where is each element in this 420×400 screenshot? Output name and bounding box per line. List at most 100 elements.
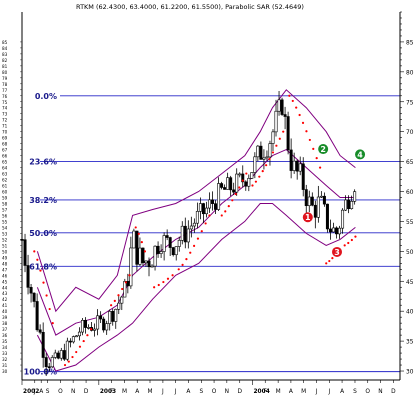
x-tick-label-9: M <box>122 387 127 395</box>
sar-dot <box>42 281 45 284</box>
x-tick-label-27: S <box>353 387 357 395</box>
fib-label-1: 23.6% <box>29 158 57 167</box>
price-bar-body <box>223 187 227 190</box>
left-y-tick-label-82: 82 <box>2 58 8 64</box>
price-bar-body <box>53 352 57 358</box>
price-bar-body <box>277 99 281 112</box>
price-bar-body <box>84 319 88 328</box>
price-bar-body <box>235 173 239 193</box>
wave-marker-label-2: 2 <box>320 145 326 154</box>
price-bar-body <box>62 350 66 360</box>
right-y-tick-label-60: 60 <box>406 188 414 196</box>
x-tick-label-17: N <box>225 387 229 395</box>
wave-marker-label-3: 3 <box>334 248 340 257</box>
sar-dot <box>51 322 54 325</box>
sar-dot <box>189 251 192 254</box>
price-bar-body <box>93 328 97 331</box>
right-y-tick-label-85: 85 <box>406 38 414 46</box>
price-bar-body <box>214 203 218 210</box>
left-y-tick-label-30: 30 <box>2 369 8 375</box>
left-y-tick-label-59: 59 <box>2 195 8 201</box>
right-y-tick-label-65: 65 <box>406 158 414 166</box>
left-y-tick-label-64: 64 <box>2 166 8 172</box>
left-y-tick-label-45: 45 <box>2 279 8 285</box>
x-tick-label-15: S <box>199 387 203 395</box>
price-bar-body <box>153 245 157 267</box>
sar-dot <box>254 180 258 183</box>
sar-dot <box>331 257 334 260</box>
left-y-tick-label-31: 31 <box>2 363 8 369</box>
price-bar-body <box>59 350 63 359</box>
sar-dot <box>113 299 116 302</box>
x-tick-label-30: D <box>391 387 396 395</box>
price-bar-body <box>65 340 69 360</box>
price-bar-body <box>26 265 30 288</box>
x-tick-label-13: J <box>174 387 177 395</box>
x-tick-label-21: M <box>276 387 281 395</box>
sar-dot <box>258 175 261 178</box>
price-bar-body <box>87 327 91 329</box>
price-bar-body <box>120 296 124 304</box>
left-y-tick-label-78: 78 <box>2 82 8 88</box>
left-y-tick-label-62: 62 <box>2 178 8 184</box>
left-y-tick-label-74: 74 <box>2 106 8 112</box>
price-bar-body <box>325 203 329 230</box>
left-y-tick-label-53: 53 <box>2 231 8 237</box>
price-bar-body <box>334 227 338 235</box>
left-y-tick-label-80: 80 <box>2 70 8 76</box>
price-bar-body <box>338 227 342 235</box>
price-bar-body <box>132 230 136 249</box>
sar-dot <box>124 281 127 284</box>
sar-dot <box>265 164 268 167</box>
price-bar-body <box>350 201 354 210</box>
sar-dot <box>251 184 254 187</box>
upper-band-line <box>36 89 356 313</box>
left-y-tick-label-61: 61 <box>2 184 8 190</box>
right-y-tick-label-35: 35 <box>406 338 414 346</box>
sar-dot <box>298 113 301 117</box>
right-y-tick-label-70: 70 <box>406 128 414 136</box>
x-tick-label-3: S <box>46 387 50 395</box>
left-y-tick-label-52: 52 <box>2 237 8 243</box>
sar-dot <box>241 179 244 182</box>
x-tick-label-6: D <box>84 387 89 395</box>
price-bar-body <box>71 336 75 343</box>
x-tick-label-8: F <box>110 387 114 395</box>
x-tick-label-4: O <box>58 387 63 395</box>
x-tick-label-12: J <box>161 387 164 395</box>
sar-dot <box>271 151 275 154</box>
price-bar-body <box>77 331 81 337</box>
sar-dot <box>308 138 311 142</box>
price-bar-body <box>168 237 172 248</box>
left-y-tick-label-63: 63 <box>2 172 8 178</box>
price-bar-body <box>192 222 196 227</box>
lower-band-line <box>36 203 356 372</box>
wave-marker-1 <box>302 212 313 223</box>
left-y-tick-label-67: 67 <box>2 148 8 154</box>
left-y-tick-label-85: 85 <box>2 40 8 46</box>
sar-dot <box>90 328 93 331</box>
left-y-tick-label-76: 76 <box>2 94 8 100</box>
x-tick-label-16: O <box>212 387 217 395</box>
price-bar-body <box>265 156 269 159</box>
sar-dot <box>157 283 160 287</box>
x-tick-label-20: F <box>264 387 268 395</box>
left-y-tick-label-66: 66 <box>2 154 8 160</box>
price-bar-body <box>244 181 248 187</box>
price-bar-body <box>44 357 48 367</box>
sar-dot <box>238 186 241 189</box>
wave-marker-label-1: 1 <box>305 213 311 222</box>
left-y-tick-label-50: 50 <box>2 249 8 255</box>
left-y-tick-label-42: 42 <box>2 297 8 303</box>
price-bar-body <box>111 311 115 322</box>
x-tick-label-10: A <box>135 387 139 395</box>
x-tick-label-18: D <box>237 387 242 395</box>
price-bar-body <box>232 189 236 193</box>
fib-label-0: 0.0% <box>35 92 57 101</box>
price-bar-body <box>177 240 181 247</box>
right-y-tick-label-55: 55 <box>406 218 414 226</box>
left-y-tick-label-43: 43 <box>2 291 8 297</box>
x-tick-label-1: J <box>33 387 36 395</box>
sar-dot <box>301 121 305 125</box>
x-tick-label-29: N <box>378 387 382 395</box>
